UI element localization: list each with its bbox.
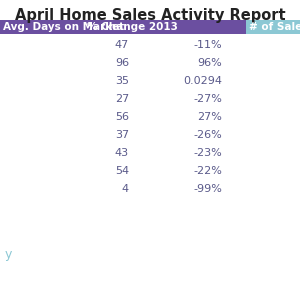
Text: 54: 54 [115,166,129,176]
Text: 37: 37 [115,130,129,140]
Text: -99%: -99% [193,184,222,194]
Text: 35: 35 [115,76,129,86]
Bar [246,20,300,34]
Text: Avg. Days on Market: Avg. Days on Market [3,22,124,32]
Text: 27%: 27% [197,112,222,122]
Text: 4: 4 [122,184,129,194]
Text: 0.0294: 0.0294 [183,76,222,86]
Text: 96: 96 [115,58,129,68]
Text: % Change 2013: % Change 2013 [87,22,177,32]
Text: -23%: -23% [193,148,222,158]
Text: 27: 27 [115,94,129,104]
Bar [0,20,246,34]
Text: 43: 43 [115,148,129,158]
Text: -11%: -11% [194,40,222,50]
Text: April Home Sales Activity Report: April Home Sales Activity Report [15,8,285,23]
Text: 56: 56 [115,112,129,122]
Text: -22%: -22% [193,166,222,176]
Text: -27%: -27% [193,94,222,104]
Text: -26%: -26% [193,130,222,140]
Text: y: y [5,248,12,261]
Text: 47: 47 [115,40,129,50]
Text: # of Sales: # of Sales [249,22,300,32]
Text: 96%: 96% [197,58,222,68]
